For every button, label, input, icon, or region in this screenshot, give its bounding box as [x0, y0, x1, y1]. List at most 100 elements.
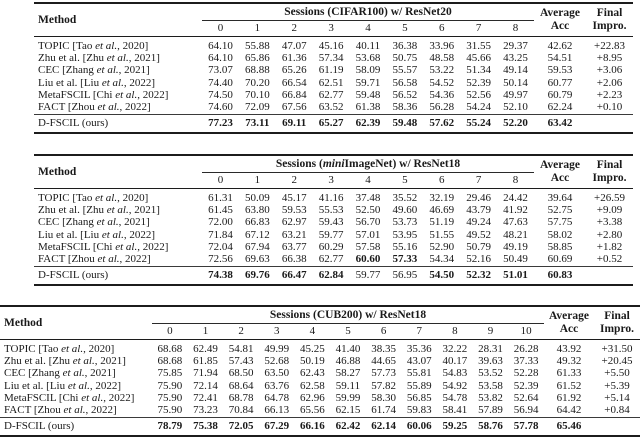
session-col-header: 9 [472, 323, 509, 341]
final-impro-header-line: Final [596, 158, 623, 171]
session-value-cell: 58.36 [392, 101, 418, 114]
results-table: Method Sessions (miniImageNet) w/ ResNet1… [34, 154, 633, 287]
average-value-cell: 65.46 [544, 416, 594, 437]
session-value-cell: 71.94 [193, 367, 218, 380]
final-impro-header-line: Impro. [600, 323, 634, 336]
session-value-cell: 58.76 [472, 416, 509, 437]
session-value-cell: 31.55 [466, 39, 491, 52]
ours-result-row: D-FSCIL (ours) 77.23 73.11 69.11 65.27 62.39 5… [34, 113, 633, 134]
session-value-cell: 57.33 [392, 253, 418, 266]
session-value-cell: 52.20 [497, 113, 534, 134]
session-value-cell: 55.57 [392, 64, 418, 77]
session-value-cell: 50.49 [503, 253, 528, 266]
average-value-cell: 60.77 [547, 76, 573, 89]
method-cell: CEC [Zhang et al., 2021] [4, 367, 116, 380]
session-value-cell: 74.38 [202, 265, 239, 286]
session-col-header: 6 [423, 20, 461, 38]
table-row: CEC [Zhang et al., 2021] 72.00 66.83 62.97 5… [34, 216, 633, 228]
session-value-cell: 64.78 [264, 392, 290, 405]
session-value-cell: 62.77 [318, 253, 344, 266]
table-row: MetaFSCIL [Chi et al., 2022] 74.50 70.10 66… [34, 89, 633, 101]
improvement-value-cell: +0.84 [604, 404, 630, 417]
session-value-cell: 49.97 [503, 89, 528, 102]
session-value-cell: 59.77 [349, 265, 387, 286]
session-value-cell: 70.10 [244, 89, 270, 102]
session-value-cell: 73.23 [193, 404, 218, 417]
table-row: Zhu et al. [Zhu et al., 2021] 61.45 63.80 5… [34, 204, 633, 216]
method-cell: Zhu et al. [Zhu et al., 2021] [38, 52, 160, 65]
session-value-cell: 52.56 [466, 89, 491, 102]
session-value-cell: 43.07 [406, 355, 432, 368]
session-value-cell: 70.84 [228, 404, 254, 417]
average-value-cell: 60.79 [547, 89, 573, 102]
session-value-cell: 37.33 [513, 355, 539, 368]
improvement-value-cell: +20.45 [601, 355, 633, 368]
session-value-cell: 67.12 [244, 228, 270, 241]
improvement-value-cell: +2.23 [596, 89, 623, 102]
session-value-cell: 26.28 [513, 342, 539, 355]
session-value-cell: 68.68 [157, 355, 183, 368]
session-value-cell: 62.51 [318, 76, 344, 89]
session-value-cell: 57.34 [318, 52, 344, 65]
table-row: Liu et al. [Liu et al., 2022] 71.84 67.12 6… [34, 229, 633, 241]
session-value-cell: 33.96 [429, 39, 455, 52]
session-value-cell: 36.38 [392, 39, 418, 52]
session-value-cell: 57.73 [371, 367, 396, 380]
session-value-cell: 58.09 [355, 64, 381, 77]
improvement-value-cell: +0.52 [596, 253, 623, 266]
final-impro-header: Final Impro. [586, 3, 633, 38]
session-value-cell: 75.90 [157, 404, 183, 417]
method-cell: MetaFSCIL [Chi et al., 2022] [38, 89, 169, 102]
table-row: Liu et al. [Liu et al., 2022] 75.90 72.14 6… [0, 380, 640, 392]
average-value-cell: 61.52 [556, 379, 582, 392]
session-value-cell: 75.90 [157, 392, 183, 405]
session-col-header: 5 [386, 172, 424, 190]
improvement-value-cell: +2.06 [596, 76, 623, 89]
session-value-cell: 55.89 [406, 379, 432, 392]
improvement-value-cell: +1.82 [596, 241, 623, 254]
session-col-header: 3 [258, 323, 295, 341]
session-value-cell: 59.11 [335, 379, 361, 392]
session-col-header: 0 [152, 323, 188, 341]
session-col-header: 2 [223, 323, 259, 341]
session-value-cell: 46.69 [429, 204, 455, 217]
session-value-cell: 65.27 [312, 113, 350, 134]
session-value-cell: 41.92 [503, 204, 528, 217]
session-value-cell: 57.01 [355, 228, 381, 241]
session-value-cell: 54.24 [466, 101, 491, 114]
session-value-cell: 62.43 [299, 367, 325, 380]
session-value-cell: 78.79 [152, 416, 188, 437]
session-value-cell: 35.36 [406, 342, 432, 355]
final-impro-header-line: Final [596, 6, 623, 19]
average-value-cell: 60.69 [547, 253, 573, 266]
session-value-cell: 59.83 [406, 404, 432, 417]
session-value-cell: 56.85 [406, 392, 432, 405]
average-value-cell: 52.75 [547, 204, 573, 217]
session-value-cell: 57.78 [508, 416, 544, 437]
session-value-cell: 72.41 [193, 392, 218, 405]
method-cell: MetaFSCIL [Chi et al., 2022] [4, 392, 135, 405]
session-col-header: 0 [202, 172, 239, 190]
method-cell: Liu et al. [Liu et al., 2022] [38, 76, 156, 89]
session-value-cell: 52.28 [513, 367, 539, 380]
session-col-header: 7 [460, 20, 497, 38]
session-value-cell: 58.41 [442, 404, 468, 417]
average-acc-header-line: Acc [550, 172, 570, 185]
session-col-header: 2 [275, 20, 313, 38]
method-cell: MetaFSCIL [Chi et al., 2022] [38, 241, 169, 254]
session-value-cell: 62.84 [312, 265, 350, 286]
improvement-value-cell: +3.38 [596, 216, 623, 229]
session-value-cell: 72.04 [208, 241, 233, 254]
session-value-cell: 50.19 [299, 355, 325, 368]
average-value-cell: 39.64 [547, 191, 573, 204]
average-value-cell: 62.24 [547, 101, 573, 114]
improvement-value-cell: +31.50 [601, 342, 633, 355]
method-cell: CEC [Zhang et al., 2021] [38, 64, 150, 77]
session-value-cell: 70.20 [244, 76, 270, 89]
session-value-cell: 45.25 [299, 342, 325, 355]
session-value-cell: 55.88 [244, 39, 270, 52]
session-value-cell: 63.80 [244, 204, 270, 217]
session-col-header: 7 [460, 172, 497, 190]
session-value-cell: 57.89 [478, 404, 503, 417]
session-value-cell: 29.37 [503, 39, 528, 52]
